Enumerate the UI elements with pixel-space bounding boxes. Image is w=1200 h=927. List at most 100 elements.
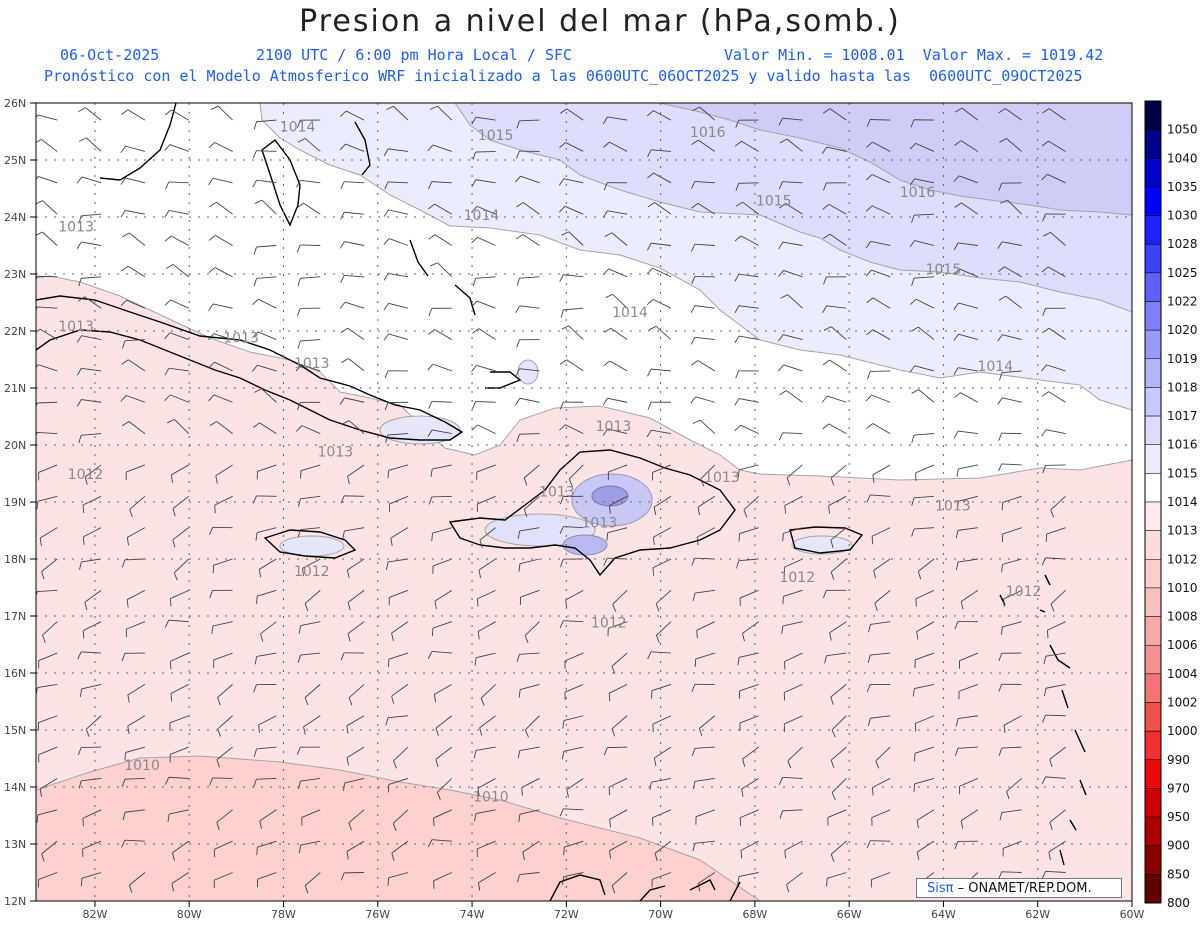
wind-barb [427,144,452,152]
colorbar-swatch [1144,759,1162,789]
wind-barb [603,182,628,191]
wind-barb [691,203,716,215]
wind-barb [253,746,277,757]
pressure-shading [36,103,1132,901]
wind-barb [778,334,803,342]
wind-barb [77,651,102,660]
wind-barb [391,621,409,642]
wind-barb [121,558,145,568]
wind-barb [875,746,891,769]
wind-barb [38,652,58,669]
wind-barb [824,652,847,664]
wind-barb [871,809,891,826]
wind-barb [216,809,233,830]
wind-barb [651,464,672,481]
wind-barb [823,276,847,285]
contour-label: 1012 [1006,584,1042,600]
wind-barb [786,464,803,486]
wind-barb [742,746,759,767]
colorbar-swatch [1144,100,1162,130]
wind-barb [646,298,672,309]
wind-barb [647,368,672,377]
wind-barb [646,267,672,278]
wind-barb [1042,464,1066,474]
wind-barb [651,872,672,888]
lat-label: 21N [4,382,26,395]
colorbar-swatch [1144,186,1162,216]
lat-label: 16N [4,667,26,680]
wind-barb [608,495,628,514]
wind-barb [830,558,847,580]
wind-barb [560,495,584,505]
wind-barb [296,746,321,755]
wind-barb [515,305,540,314]
wind-barb [911,326,935,340]
lat-label: 23N [4,268,26,281]
wind-barb [516,119,540,129]
wind-barb [958,778,979,795]
wind-barb [1048,840,1066,861]
wind-barb [254,199,277,215]
min-max-values: Valor Min. = 1008.01 Valor Max. = 1019.4… [724,46,1104,64]
wind-barb [787,746,803,769]
wind-barb [427,363,452,372]
wind-barb [647,401,671,410]
wind-barb [213,652,233,668]
wind-barb [253,119,277,130]
wind-barb [427,429,452,437]
hispaniola-cell-core [591,485,629,507]
wind-barb [126,589,146,608]
wind-barb [427,839,452,848]
wind-barb [830,684,847,705]
lat-label: 22N [4,325,26,338]
wind-barb [603,557,628,566]
wind-barb [432,621,452,637]
wind-barb [80,872,102,887]
wind-barb [691,683,715,692]
wind-barb [831,778,847,801]
bahamas-cell [517,359,539,385]
wind-barb [515,397,540,406]
wind-barb [208,267,233,278]
wind-barb [37,872,58,888]
wind-barb [36,139,58,152]
wind-barb [515,150,540,159]
wind-barb [208,235,233,246]
puerto-rico-cell [791,535,853,555]
wind-barb [471,424,496,435]
wind-barb [915,589,935,607]
wind-barb [779,390,803,403]
lon-label: 80W [177,908,202,921]
wind-barb [647,202,672,215]
wind-barb [741,621,759,642]
wind-barb [36,114,58,121]
wind-barb [562,872,584,885]
wind-barb [558,178,584,186]
wind-barb [647,172,672,184]
wind-barb [1041,870,1066,879]
wind-barb [436,778,453,800]
wind-barb [602,397,628,406]
wind-barb [122,339,145,349]
wind-barb [121,778,145,787]
wind-barb [385,715,408,726]
wind-barb [82,840,102,857]
wind-barb [734,424,759,435]
wind-barb [340,495,365,504]
wind-barb [209,589,233,599]
wind-barb [164,367,189,376]
wind-barb [390,527,409,546]
wind-barb [387,464,409,479]
wind-barb [698,715,716,737]
wind-barb [692,419,716,434]
colorbar-label: 850 [1167,867,1190,881]
wind-barb [1042,327,1066,340]
wind-barb [301,809,321,826]
wind-barb [121,109,146,121]
wind-barb [518,683,540,698]
contour-label: 1016 [900,185,936,201]
wind-barb [560,307,584,318]
colorbar-label: 1008 [1167,610,1198,624]
colorbar-swatch [1144,473,1162,503]
wind-barb [611,872,628,894]
